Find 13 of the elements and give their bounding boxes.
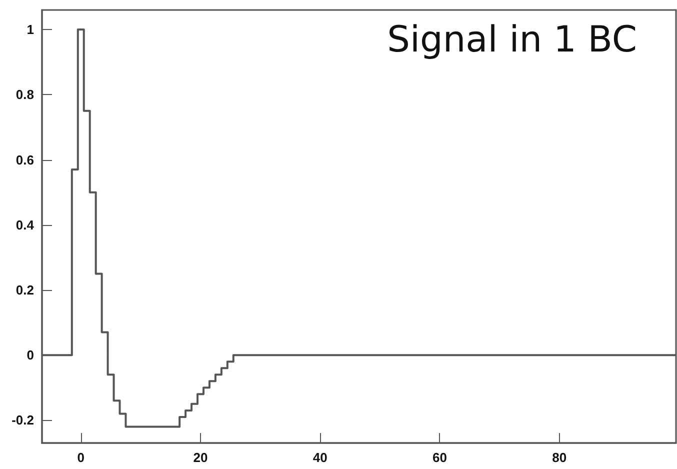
- x-tick-label: 60: [432, 450, 447, 465]
- x-tick-label: 20: [193, 450, 208, 465]
- x-tick-label: 80: [552, 450, 567, 465]
- x-tick-label: 40: [312, 450, 328, 465]
- x-tick-label: 0: [77, 450, 84, 465]
- y-tick-label: -0.2: [12, 412, 34, 428]
- y-tick-label: 1: [26, 22, 34, 38]
- annotation: Signal in 1 BC: [387, 20, 638, 60]
- y-tick-label: 0.4: [16, 217, 35, 232]
- y-tick-label: 0: [26, 348, 34, 363]
- y-tick-label: 0.8: [16, 87, 34, 102]
- y-tick-label: 0.2: [16, 282, 34, 298]
- y-tick-label: 0.6: [16, 152, 34, 168]
